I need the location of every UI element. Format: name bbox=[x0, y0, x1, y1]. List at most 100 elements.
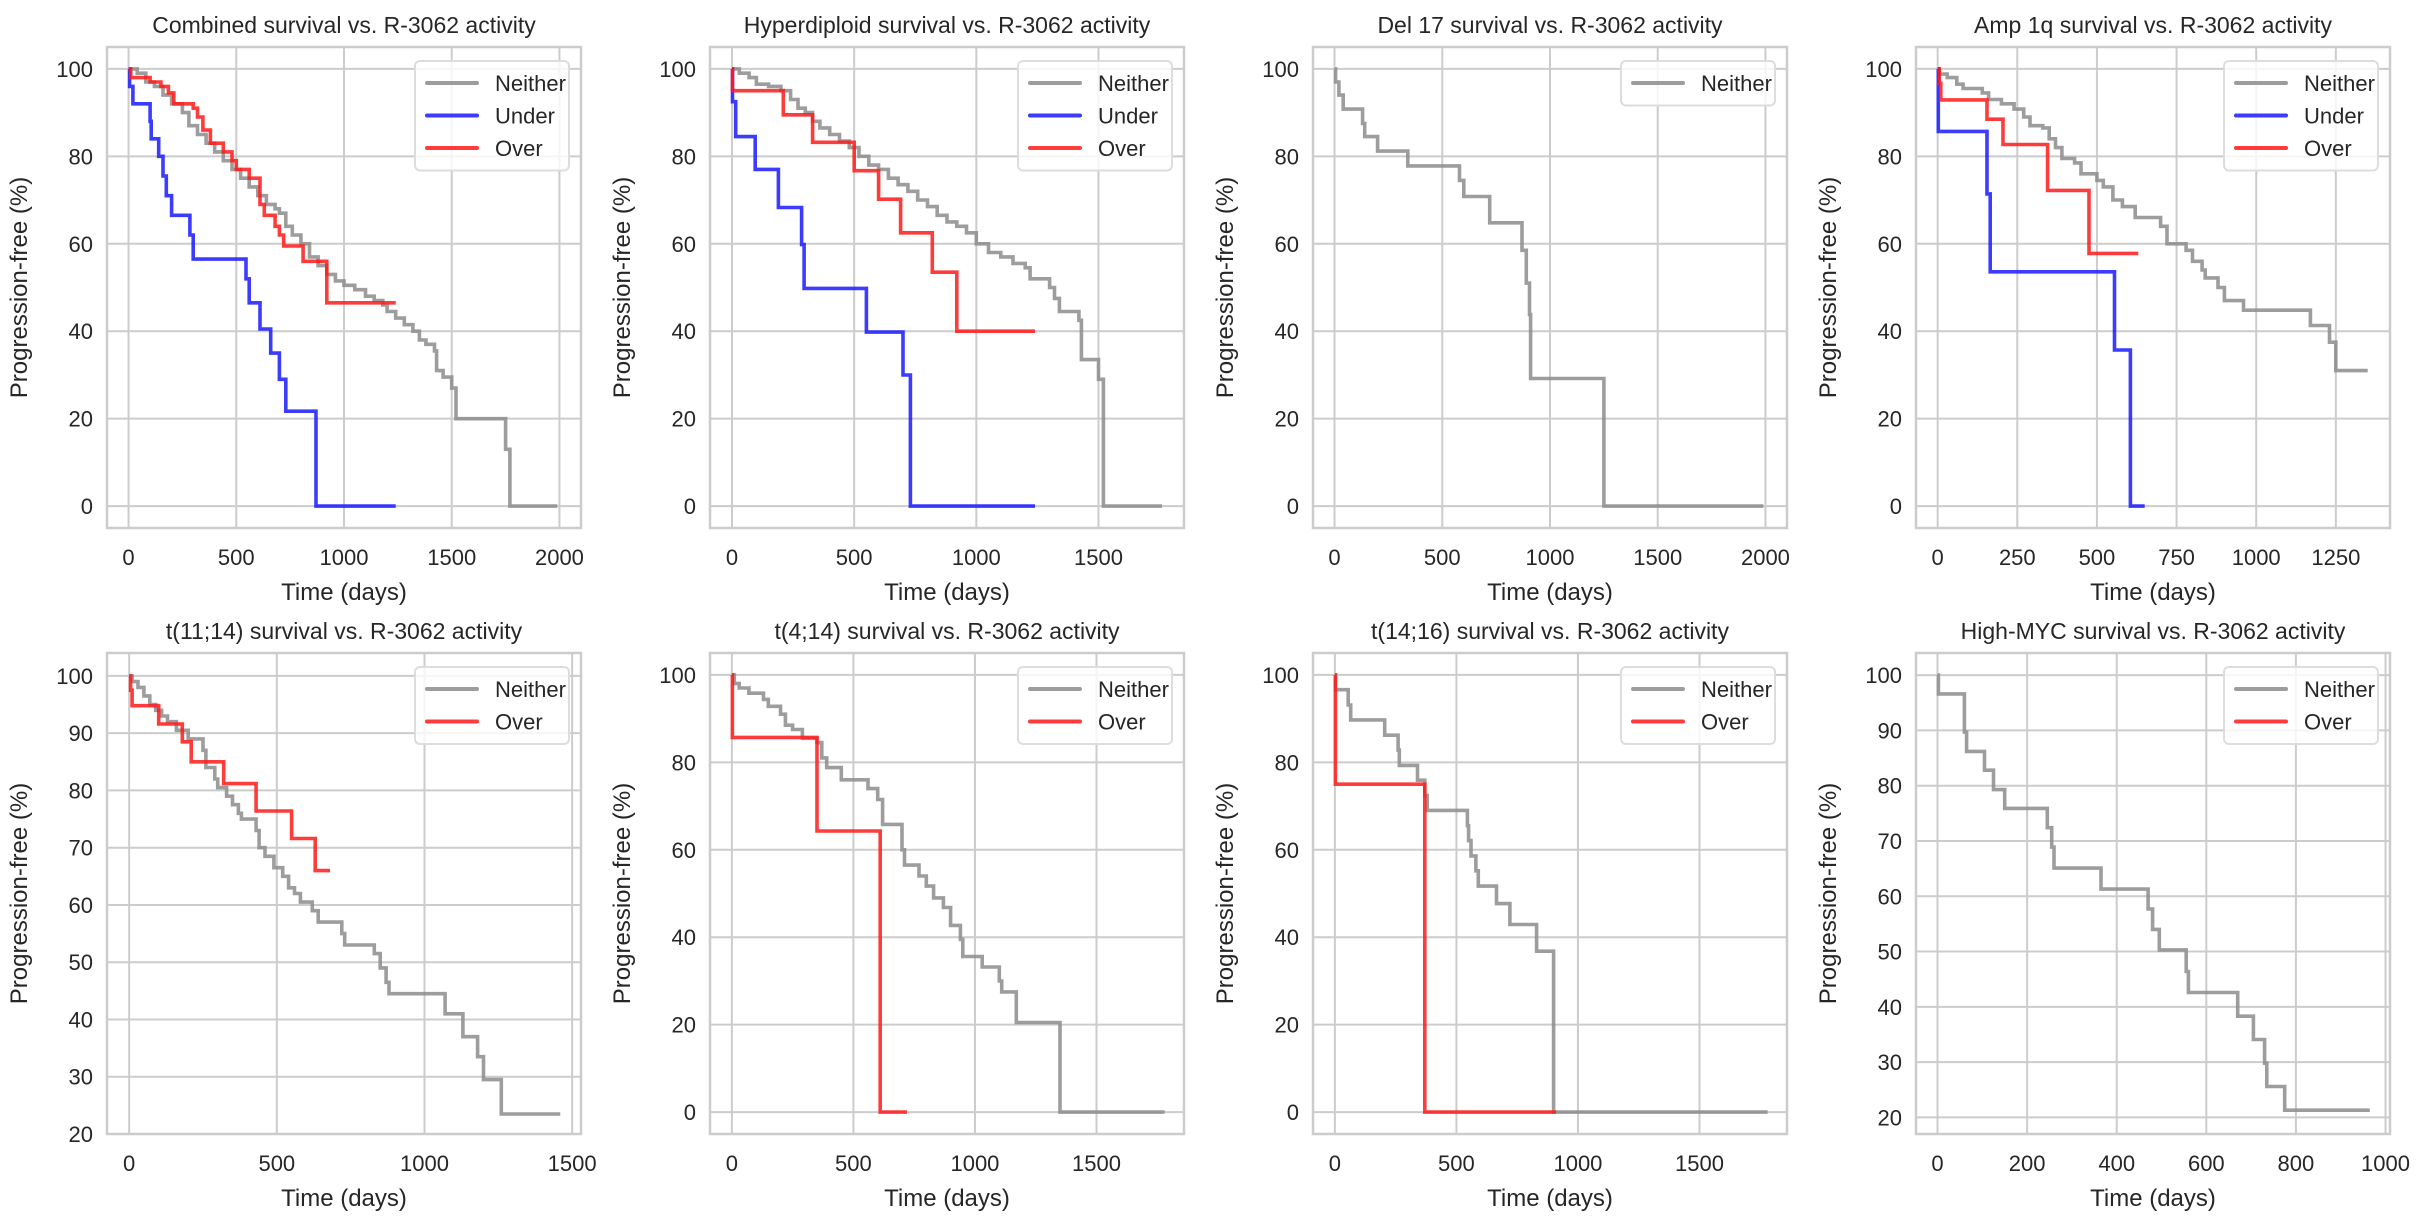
y-tick-label: 90 bbox=[69, 721, 93, 746]
legend: Neither Over bbox=[2223, 666, 2379, 745]
legend-box bbox=[2223, 666, 2379, 745]
x-tick-label: 500 bbox=[1424, 545, 1461, 570]
x-tick-label: 500 bbox=[218, 545, 255, 570]
series-line-neither bbox=[731, 673, 1165, 1114]
y-tick-label: 50 bbox=[1878, 940, 1902, 965]
subplot-2: 0 500 1000 1500 0 20 40 60 80 100 Hyperdiploid sur… bbox=[609, 12, 1186, 606]
legend-label: Neither bbox=[1701, 71, 1772, 96]
y-tick-label: 80 bbox=[1275, 750, 1299, 775]
y-tick-label: 0 bbox=[1287, 494, 1299, 519]
y-tick-label: 0 bbox=[81, 494, 93, 519]
legend: Neither Over bbox=[1620, 666, 1776, 745]
y-tick-label: 60 bbox=[672, 232, 696, 257]
legend-label: Under bbox=[495, 104, 555, 129]
y-tick-label: 100 bbox=[1865, 663, 1902, 688]
axes-frame bbox=[708, 45, 1186, 530]
x-tick-label: 1500 bbox=[548, 1151, 597, 1176]
chart-title: Combined survival vs. R-3062 activity bbox=[152, 12, 536, 38]
x-tick-label: 1000 bbox=[2361, 1151, 2410, 1176]
series-line-over bbox=[128, 674, 330, 873]
legend-label: Over bbox=[1701, 710, 1749, 735]
x-tick-label: 1000 bbox=[1553, 1151, 1602, 1176]
y-tick-label: 60 bbox=[69, 232, 93, 257]
series-line-under bbox=[1936, 67, 2145, 508]
y-axis-label: Progression-free (%) bbox=[609, 783, 636, 1004]
grid bbox=[1313, 47, 1787, 528]
y-tick-label: 90 bbox=[1878, 718, 1902, 743]
x-tick-label: 1500 bbox=[427, 545, 476, 570]
x-tick-label: 750 bbox=[2158, 545, 2195, 570]
legend-box bbox=[1017, 60, 1173, 172]
legend-label: Over bbox=[495, 710, 543, 735]
grid bbox=[710, 653, 1184, 1134]
x-tick-label: 1500 bbox=[1675, 1151, 1724, 1176]
x-axis-label: Time (days) bbox=[1487, 1185, 1613, 1212]
x-axis-label: Time (days) bbox=[2090, 579, 2216, 606]
series-line-over bbox=[730, 673, 907, 1114]
legend: Neither Under Over bbox=[1017, 60, 1173, 172]
y-tick-label: 40 bbox=[1878, 319, 1902, 344]
y-tick-label: 0 bbox=[1890, 494, 1902, 519]
y-tick-label: 40 bbox=[1878, 995, 1902, 1020]
series-line-neither bbox=[1333, 673, 1768, 1114]
series-line-neither bbox=[732, 67, 1162, 508]
series-line-under bbox=[127, 67, 396, 508]
chart-title: t(4;14) survival vs. R-3062 activity bbox=[774, 618, 1120, 644]
legend-label: Under bbox=[2304, 104, 2364, 129]
series-line-neither bbox=[1936, 673, 2370, 1112]
y-axis-label: Progression-free (%) bbox=[1212, 177, 1239, 398]
series-line-neither bbox=[129, 674, 561, 1116]
x-tick-label: 600 bbox=[2188, 1151, 2225, 1176]
legend-label: Neither bbox=[1098, 677, 1169, 702]
x-axis-label: Time (days) bbox=[2090, 1185, 2216, 1212]
legend-box bbox=[1620, 60, 1776, 107]
series-line-over bbox=[128, 67, 396, 305]
series-line-over bbox=[1937, 67, 2139, 256]
legend-label: Over bbox=[1098, 710, 1146, 735]
y-tick-label: 80 bbox=[1878, 774, 1902, 799]
x-tick-label: 2000 bbox=[535, 545, 584, 570]
x-axis-label: Time (days) bbox=[884, 1185, 1010, 1212]
legend-box bbox=[414, 60, 570, 172]
legend: Neither bbox=[1620, 60, 1776, 107]
legend-label: Over bbox=[1098, 136, 1146, 161]
y-tick-label: 20 bbox=[69, 1122, 93, 1147]
legend: Neither Under Over bbox=[414, 60, 570, 172]
y-tick-label: 20 bbox=[672, 407, 696, 432]
legend: Neither Under Over bbox=[2223, 60, 2379, 172]
legend-box bbox=[1017, 666, 1173, 745]
x-tick-label: 0 bbox=[1328, 545, 1340, 570]
y-axis-label: Progression-free (%) bbox=[1815, 177, 1842, 398]
legend-label: Over bbox=[2304, 710, 2352, 735]
chart-title: t(11;14) survival vs. R-3062 activity bbox=[166, 618, 523, 644]
x-tick-label: 1000 bbox=[320, 545, 369, 570]
y-tick-label: 40 bbox=[69, 319, 93, 344]
x-tick-label: 2000 bbox=[1741, 545, 1790, 570]
y-tick-label: 60 bbox=[1275, 838, 1299, 863]
y-tick-label: 80 bbox=[69, 778, 93, 803]
subplot-3: 0 500 1000 1500 2000 0 20 40 60 80 100 Del 17 survi… bbox=[1212, 12, 1790, 606]
series-line-over bbox=[730, 67, 1035, 333]
y-tick-label: 60 bbox=[672, 838, 696, 863]
legend-label: Over bbox=[495, 136, 543, 161]
axes-frame bbox=[1914, 45, 2392, 530]
y-tick-label: 100 bbox=[659, 663, 696, 688]
legend: Neither Over bbox=[1017, 666, 1173, 745]
legend-label: Neither bbox=[1701, 677, 1772, 702]
legend-box bbox=[414, 666, 570, 745]
x-tick-label: 0 bbox=[726, 545, 738, 570]
x-tick-label: 0 bbox=[1932, 545, 1944, 570]
legend-box bbox=[2223, 60, 2379, 172]
x-tick-label: 500 bbox=[258, 1151, 295, 1176]
legend-box bbox=[1620, 666, 1776, 745]
x-tick-label: 1000 bbox=[2232, 545, 2281, 570]
y-tick-label: 60 bbox=[1275, 232, 1299, 257]
x-tick-label: 1500 bbox=[1072, 1151, 1121, 1176]
x-axis-label: Time (days) bbox=[281, 579, 407, 606]
y-tick-label: 20 bbox=[1275, 407, 1299, 432]
y-tick-label: 100 bbox=[1262, 57, 1299, 82]
y-tick-label: 60 bbox=[1878, 884, 1902, 909]
y-tick-label: 20 bbox=[1878, 407, 1902, 432]
x-tick-label: 1500 bbox=[1074, 545, 1123, 570]
chart-title: Del 17 survival vs. R-3062 activity bbox=[1377, 12, 1723, 38]
